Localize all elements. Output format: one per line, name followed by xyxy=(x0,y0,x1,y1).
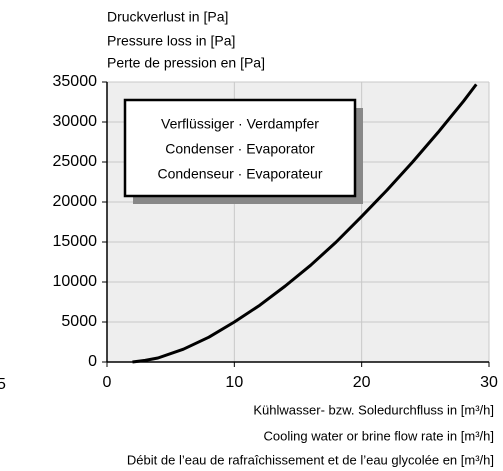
x-tick-label: 30 xyxy=(480,374,498,391)
annotation: Verflüssiger · Verdampfer xyxy=(161,116,319,132)
y-tick-label: 0 xyxy=(88,353,97,370)
y-tick-label: 35000 xyxy=(53,73,98,90)
line xyxy=(132,83,478,364)
y-tick-label: 15000 xyxy=(53,233,98,250)
x-axis-title: Débit de l’eau de rafraîchissement et de… xyxy=(127,452,494,467)
y-tick-label: 5000 xyxy=(61,313,97,330)
x-tick-label: 0 xyxy=(103,374,112,391)
y-tick-label: 10000 xyxy=(53,273,98,290)
y-axis-title: Druckverlust in [Pa] xyxy=(107,9,228,25)
annotation: Condenseur · Evaporateur xyxy=(158,166,323,182)
y-tick-label: 20000 xyxy=(53,193,98,210)
y-axis-title: Pressure loss in [Pa] xyxy=(107,33,235,49)
annotation: Condenser · Evaporator xyxy=(165,141,315,157)
y-axis-title: Perte de pression en [Pa] xyxy=(107,55,265,71)
annotation-box xyxy=(123,98,357,198)
x-axis-title: Cooling water or brine flow rate in [m³/… xyxy=(264,428,494,443)
y-tick-label: 25000 xyxy=(53,153,98,170)
y-tick-label: 30000 xyxy=(53,113,98,130)
x-axis-title: Kühlwasser- bzw. Soledurchfluss in [m³/h… xyxy=(253,402,494,417)
x-tick-label: 10 xyxy=(225,374,243,391)
x-tick-label: 20 xyxy=(353,374,371,391)
page-number: 5 xyxy=(0,376,6,393)
